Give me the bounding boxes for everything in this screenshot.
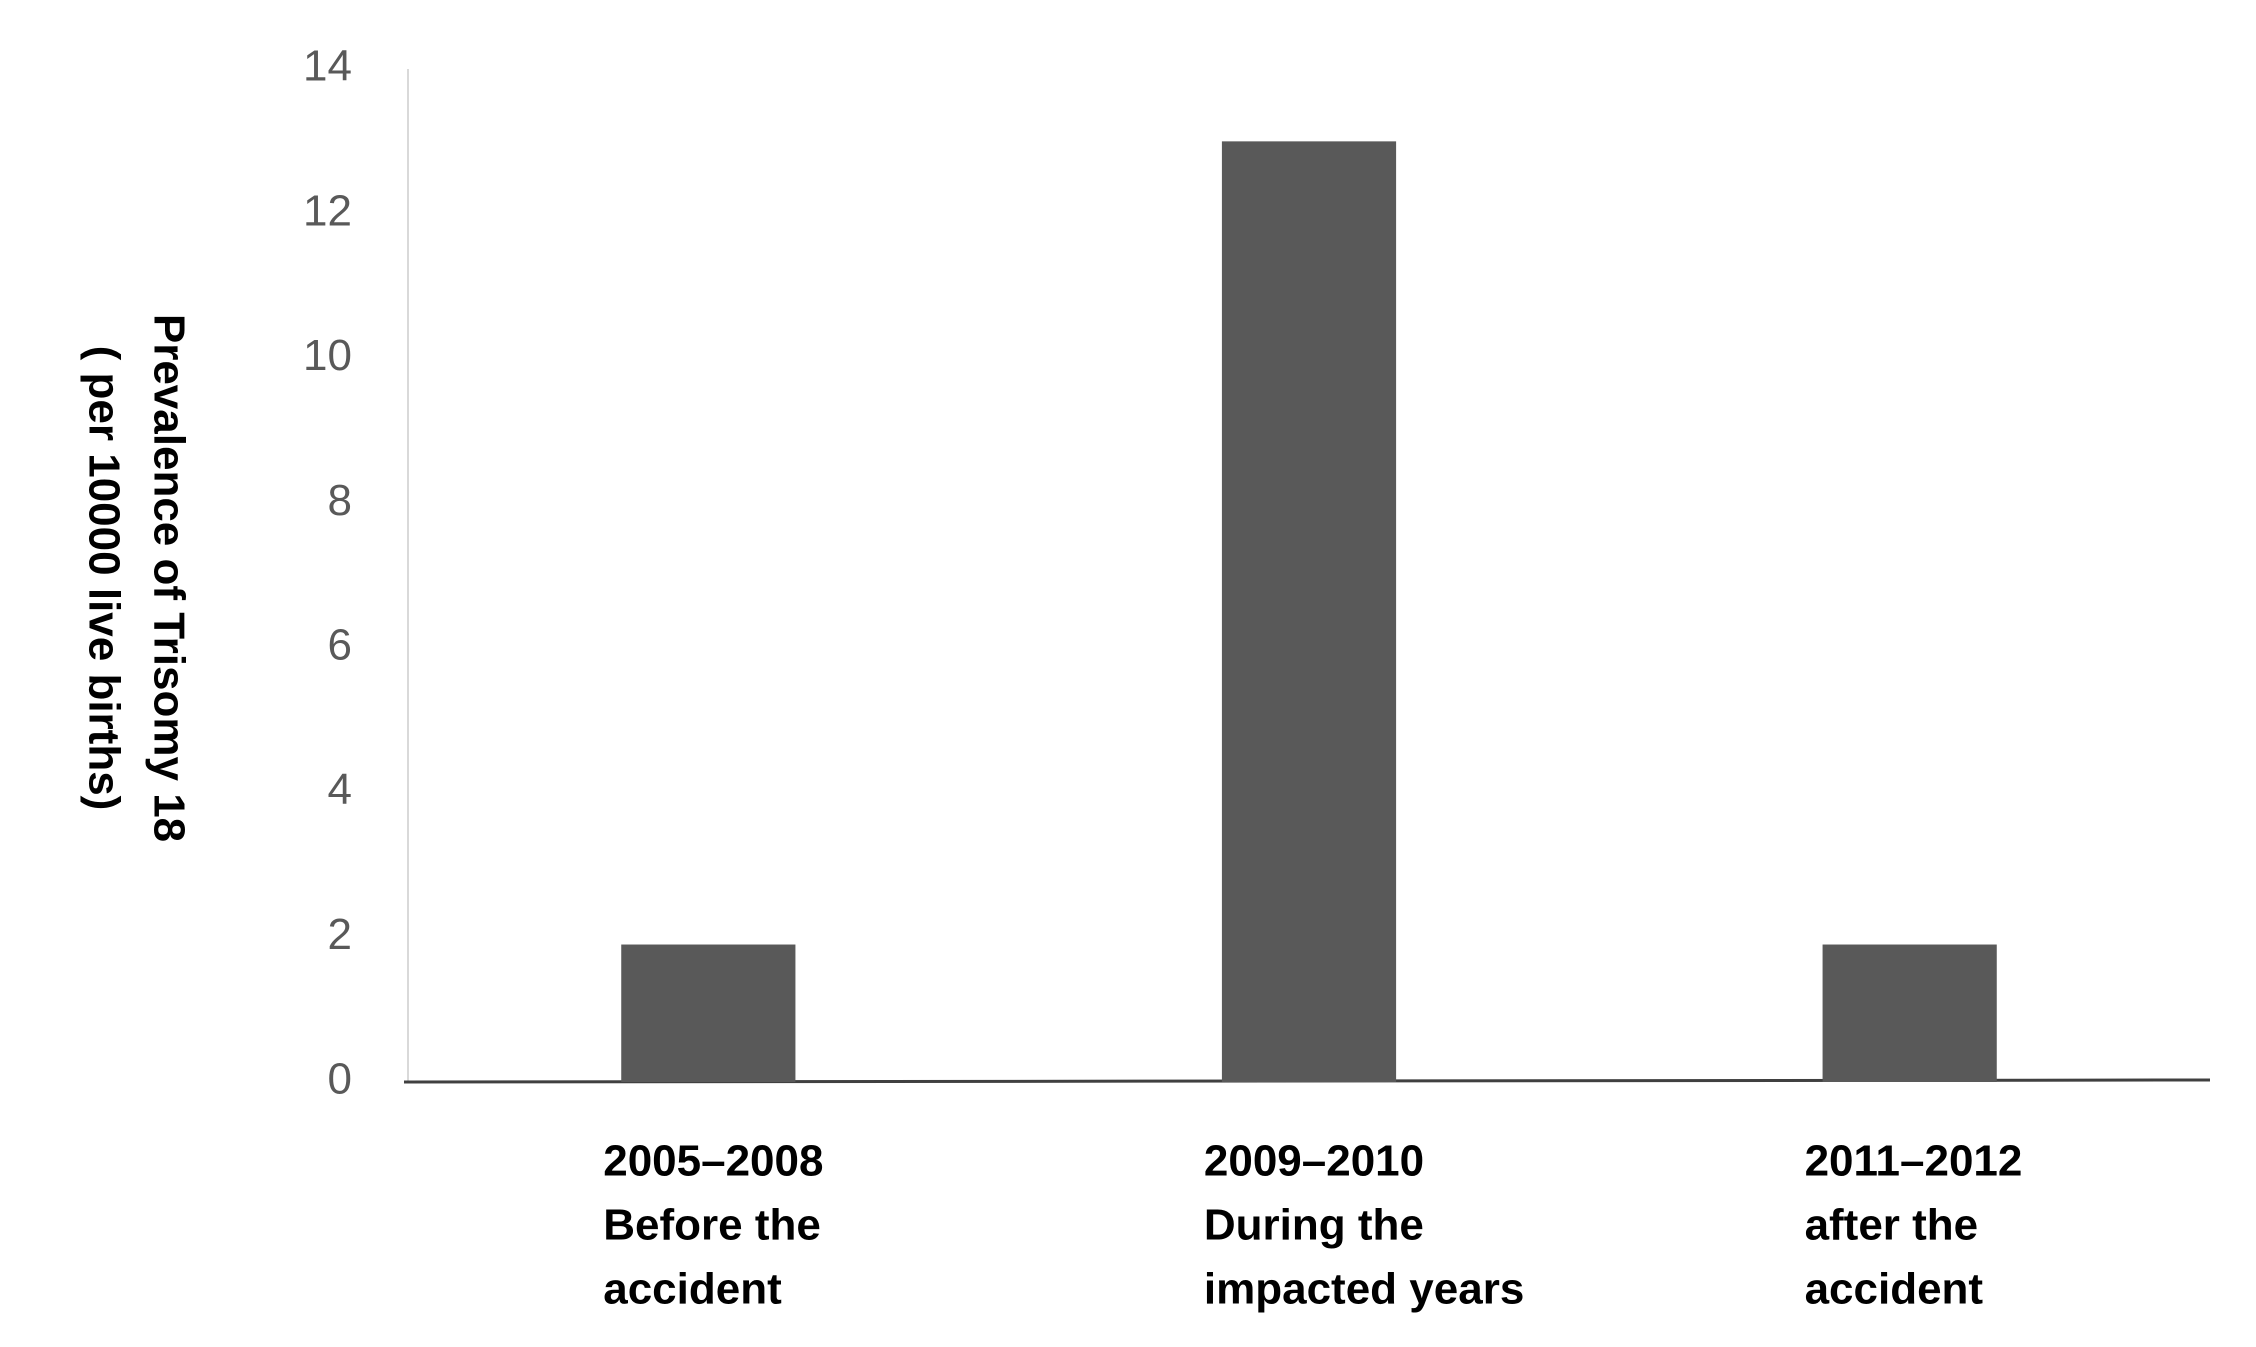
x-tick-label: 2011–2012 [1805, 1137, 2023, 1186]
y-tick-label: 0 [328, 1055, 352, 1104]
y-tick-label: 4 [328, 765, 352, 814]
y-tick-label: 8 [328, 476, 352, 525]
x-tick-label: 2009–2010 [1204, 1137, 1424, 1186]
x-tick-label: after the [1805, 1201, 1979, 1250]
x-tick-label: Before the [603, 1201, 821, 1250]
bar [621, 944, 796, 1082]
x-tick-label: impacted years [1204, 1265, 1524, 1314]
bar [1822, 944, 1997, 1082]
x-tick-label: 2005–2008 [603, 1137, 823, 1186]
x-tick-label: During the [1204, 1201, 1424, 1250]
y-tick-label: 14 [303, 42, 352, 91]
y-axis-label: Prevalence of Trisomy 18 [144, 314, 193, 842]
y-tick-label: 10 [303, 331, 352, 380]
x-tick-label: accident [1805, 1265, 1984, 1314]
y-tick-label: 12 [303, 186, 352, 235]
x-tick-label: accident [603, 1265, 782, 1314]
bar [1221, 141, 1397, 1082]
y-tick-label: 2 [328, 910, 352, 959]
y-tick-label: 6 [328, 620, 352, 669]
y-axis-label: ( per 10000 live births) [79, 346, 128, 811]
